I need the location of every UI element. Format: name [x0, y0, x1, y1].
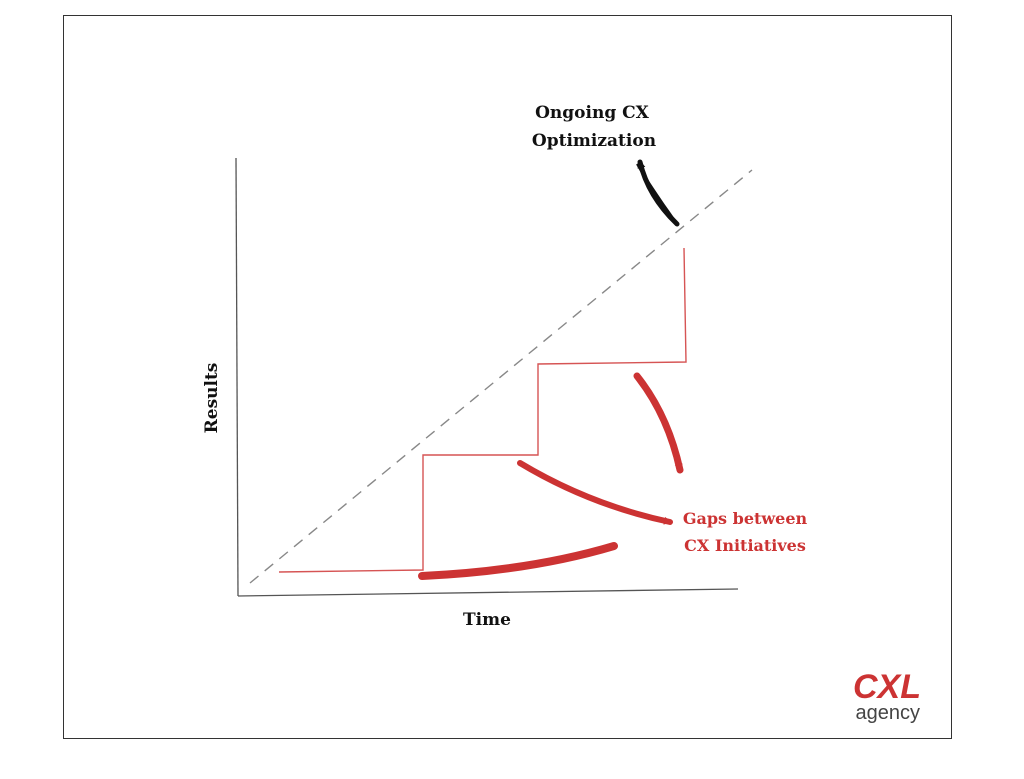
gap-arrow-icon-1	[633, 372, 684, 474]
logo-mark: CXL	[853, 668, 921, 706]
y-axis-label: Results	[202, 363, 222, 434]
trend-line-dashed	[249, 169, 753, 584]
y-axis	[235, 157, 239, 597]
x-axis-label: Time	[463, 610, 511, 630]
trend-arrow-body	[637, 159, 680, 227]
x-axis	[237, 588, 739, 597]
trend-label-line2: Optimization	[532, 131, 656, 151]
gaps-label-line1: Gaps between	[683, 509, 808, 528]
gaps-label-line2: CX Initiatives	[684, 536, 806, 555]
trend-label-line1: Ongoing CX	[535, 103, 650, 123]
step-line	[278, 247, 687, 573]
gap-arrow-icon-2	[517, 460, 673, 525]
figure-frame	[63, 15, 952, 739]
logo-subtitle: agency	[856, 702, 921, 724]
gap-arrow-icon-3	[418, 542, 618, 580]
